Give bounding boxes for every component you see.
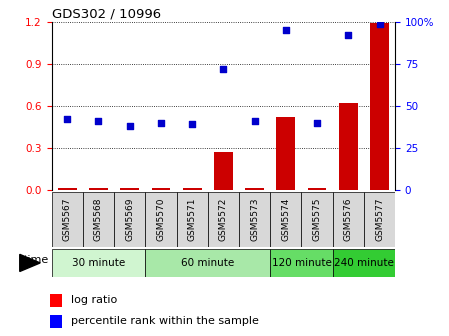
Bar xyxy=(114,192,145,247)
Bar xyxy=(301,192,333,247)
Bar xyxy=(208,192,239,247)
Bar xyxy=(333,249,395,277)
Bar xyxy=(370,23,389,190)
Bar xyxy=(333,192,364,247)
Point xyxy=(220,66,227,72)
Text: 120 minute: 120 minute xyxy=(272,258,331,268)
Polygon shape xyxy=(20,254,40,271)
Point xyxy=(282,28,290,33)
Point xyxy=(345,33,352,38)
Text: 60 minute: 60 minute xyxy=(181,258,234,268)
Bar xyxy=(308,188,326,190)
Text: GSM5577: GSM5577 xyxy=(375,198,384,241)
Text: GSM5568: GSM5568 xyxy=(94,198,103,241)
Text: GSM5572: GSM5572 xyxy=(219,198,228,241)
Text: 30 minute: 30 minute xyxy=(72,258,125,268)
Bar xyxy=(50,315,62,328)
Point xyxy=(189,122,196,127)
Text: GSM5573: GSM5573 xyxy=(250,198,259,241)
Point xyxy=(376,21,383,26)
Bar xyxy=(152,188,170,190)
Bar xyxy=(214,152,233,190)
Bar xyxy=(277,117,295,190)
Text: GSM5575: GSM5575 xyxy=(313,198,321,241)
Text: GSM5571: GSM5571 xyxy=(188,198,197,241)
Bar xyxy=(245,188,264,190)
Text: log ratio: log ratio xyxy=(71,295,117,305)
Point xyxy=(95,118,102,124)
Point xyxy=(313,120,321,125)
Bar xyxy=(83,192,114,247)
Point xyxy=(251,118,258,124)
Bar xyxy=(270,192,301,247)
Text: GSM5569: GSM5569 xyxy=(125,198,134,241)
Text: percentile rank within the sample: percentile rank within the sample xyxy=(71,316,259,326)
Text: 240 minute: 240 minute xyxy=(334,258,394,268)
Bar xyxy=(270,249,333,277)
Point xyxy=(126,123,133,129)
Bar xyxy=(145,192,176,247)
Point xyxy=(64,117,71,122)
Bar xyxy=(52,249,145,277)
Bar xyxy=(52,192,83,247)
Text: GSM5574: GSM5574 xyxy=(282,198,291,241)
Bar xyxy=(145,249,270,277)
Text: GSM5576: GSM5576 xyxy=(344,198,353,241)
Bar xyxy=(58,188,77,190)
Bar xyxy=(50,294,62,307)
Bar xyxy=(364,192,395,247)
Bar xyxy=(176,192,208,247)
Bar xyxy=(89,188,108,190)
Bar xyxy=(120,188,139,190)
Bar xyxy=(239,192,270,247)
Text: GSM5567: GSM5567 xyxy=(63,198,72,241)
Text: time: time xyxy=(24,255,49,264)
Point xyxy=(157,120,164,125)
Text: GSM5570: GSM5570 xyxy=(156,198,165,241)
Bar xyxy=(183,188,202,190)
Bar xyxy=(339,103,358,190)
Text: GDS302 / 10996: GDS302 / 10996 xyxy=(52,8,161,21)
